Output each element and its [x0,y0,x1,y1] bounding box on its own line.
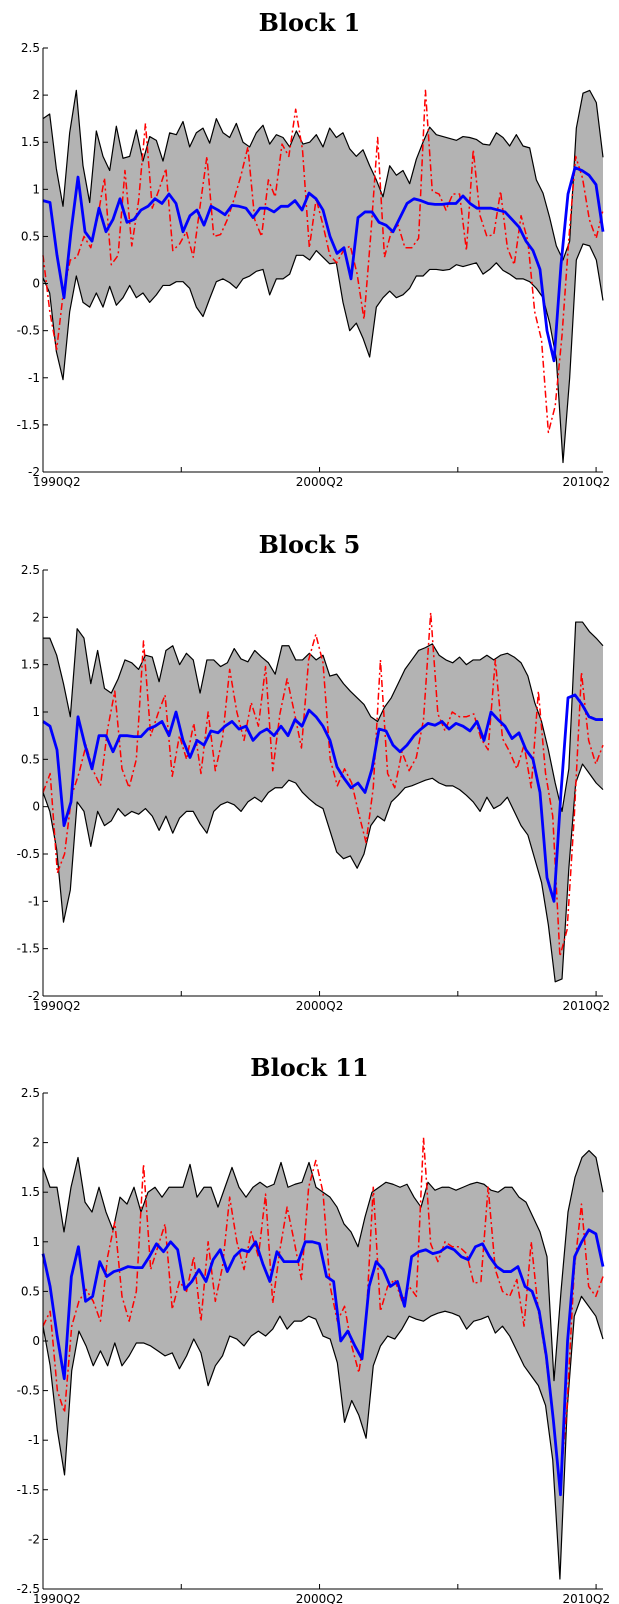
y-tick-label: 0 [32,277,40,291]
y-tick-label: -2.5 [17,1582,40,1596]
x-tick-label: 2010Q2 [562,475,610,489]
y-tick-label: 2 [32,88,40,102]
y-tick-label: -0.5 [17,324,40,338]
series-line-lower-band [42,243,604,464]
confidence-band [43,622,603,982]
y-tick-label: -2 [28,1532,40,1546]
chart-panel-block-5: Block 5 -2 -1.5 -1 -0.5 0 0.5 1 1.5 2 2.5 1990Q2 20… [0,522,619,1042]
series-line-upper-band [43,621,604,812]
y-tick-label: -1.5 [17,942,40,956]
y-tick-label: -2 [28,465,40,479]
y-tick-label: -1 [28,894,40,908]
y-tick-label: -1 [28,371,40,385]
y-tick-label: 1 [32,705,40,719]
y-tick-label: 2.5 [21,563,40,577]
y-tick-label: -1.5 [17,1483,40,1497]
y-tick-label: 0.5 [21,229,40,243]
x-tick-label: 2000Q2 [296,475,344,489]
y-tick-label: 1.5 [21,135,40,149]
y-tick-label: 0.5 [21,1284,40,1298]
x-tick-label: 1990Q2 [33,475,81,489]
y-tick-label: 2 [32,1136,40,1150]
confidence-band [43,90,603,463]
chart-title: Block 1 [258,8,361,37]
y-tick-label: -1 [28,1433,40,1447]
y-tick-label: 1.5 [21,658,40,672]
y-tick-label: 0 [32,800,40,814]
y-tick-label: -0.5 [17,1384,40,1398]
y-tick-label: 1 [32,1235,40,1249]
x-tick-label: 2010Q2 [562,1592,610,1604]
chart-block-1: -2 -1.5 -1 -0.5 0 0.5 1 1.5 2 2.5 1990Q2 2000Q2 2010… [17,41,611,489]
x-tick-label: 2000Q2 [296,1592,344,1604]
series-line-upper-band [42,1149,604,1382]
y-tick-label: -2 [28,989,40,1003]
chart-block-5: -2 -1.5 -1 -0.5 0 0.5 1 1.5 2 2.5 1990Q2 2000Q2 2010… [17,563,611,1013]
chart-block-11: -2.5 -2 -1.5 -1 -0.5 0 0.5 1 1.5 2 2.5 1990Q2 2000Q2… [17,1086,611,1604]
y-tick-label: 0.5 [21,752,40,766]
series-line-median [42,693,603,903]
chart-panel-block-1: Block 1 -2 -1.5 -1 -0.5 0 0.5 1 1.5 2 2.5 1990Q2 20… [0,0,619,520]
y-tick-label: 0 [32,1334,40,1348]
chart-title: Block 5 [258,530,361,559]
y-tick-label: 2.5 [21,41,40,55]
x-tick-label: 2000Q2 [296,999,344,1013]
series-line-lower-band [42,763,604,983]
y-tick-label: 2.5 [21,1086,40,1100]
chart-title: Block 11 [250,1053,369,1082]
series-line-upper-band [42,89,604,261]
y-tick-label: 2 [32,610,40,624]
series-line-median [42,166,605,363]
x-tick-label: 1990Q2 [33,999,81,1013]
series-line-median [41,1228,605,1497]
series-line-actual [42,1136,604,1491]
y-tick-label: 1.5 [21,1185,40,1199]
x-tick-label: 1990Q2 [33,1592,81,1604]
y-tick-label: 1 [32,182,40,196]
series-line-lower-band [42,1295,604,1580]
series-line-actual [42,611,604,957]
x-tick-label: 2010Q2 [562,999,610,1013]
confidence-band [43,1150,603,1580]
chart-panel-block-11: Block 11 -2.5 -2 -1.5 -1 -0.5 0 0.5 1 1.5 2 2.5 199… [0,1045,619,1604]
y-tick-label: -0.5 [17,847,40,861]
y-tick-label: -1.5 [17,418,40,432]
